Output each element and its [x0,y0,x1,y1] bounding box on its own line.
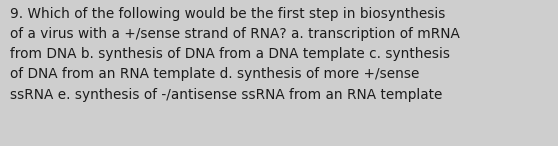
Text: 9. Which of the following would be the first step in biosynthesis
of a virus wit: 9. Which of the following would be the f… [10,7,460,101]
